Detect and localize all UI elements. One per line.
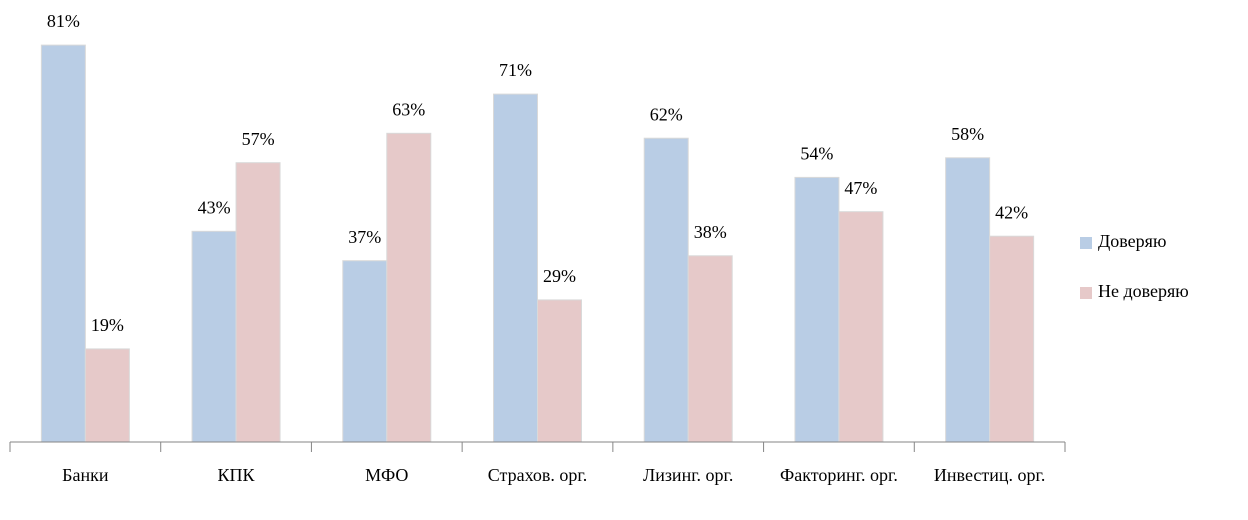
data-label: 54%: [800, 144, 833, 164]
bar: [191, 230, 237, 443]
bar: [235, 162, 281, 443]
data-label: 38%: [694, 222, 727, 242]
data-label: 62%: [650, 104, 683, 124]
legend-label: Доверяю: [1098, 231, 1166, 251]
data-label: 47%: [844, 178, 877, 198]
data-label: 43%: [198, 197, 231, 217]
bar: [537, 299, 582, 443]
bar: [687, 255, 733, 443]
x-tick-label: МФО: [365, 465, 409, 485]
x-tick-label: Инвестиц. орг.: [933, 465, 1046, 485]
legend-label: Не доверяю: [1098, 281, 1189, 301]
x-tick-label: Факторинг. орг.: [780, 465, 898, 485]
x-tick-label: Банки: [62, 465, 109, 485]
bar: [945, 157, 991, 443]
bar: [989, 235, 1035, 443]
data-label: 57%: [242, 129, 275, 149]
data-label: 63%: [392, 99, 425, 119]
data-label: 19%: [91, 315, 124, 335]
x-tick-label: Лизинг. орг.: [642, 465, 734, 485]
bar: [838, 211, 884, 443]
x-tick-label: Страхов. орг.: [487, 465, 588, 485]
data-label: 71%: [499, 60, 532, 80]
legend-swatch: [1080, 237, 1092, 249]
bar: [643, 137, 689, 443]
bar: [493, 93, 538, 443]
data-label: 29%: [543, 266, 576, 286]
data-label: 42%: [995, 202, 1028, 222]
bar: [794, 176, 840, 443]
x-tick-label: КПК: [217, 465, 255, 485]
data-label: 58%: [951, 124, 984, 144]
bar: [84, 348, 130, 443]
bar: [342, 260, 388, 443]
legend-swatch: [1080, 287, 1092, 299]
bar: [386, 132, 432, 443]
data-label: 81%: [47, 11, 80, 31]
data-label: 37%: [348, 227, 381, 247]
bar: [40, 44, 86, 443]
